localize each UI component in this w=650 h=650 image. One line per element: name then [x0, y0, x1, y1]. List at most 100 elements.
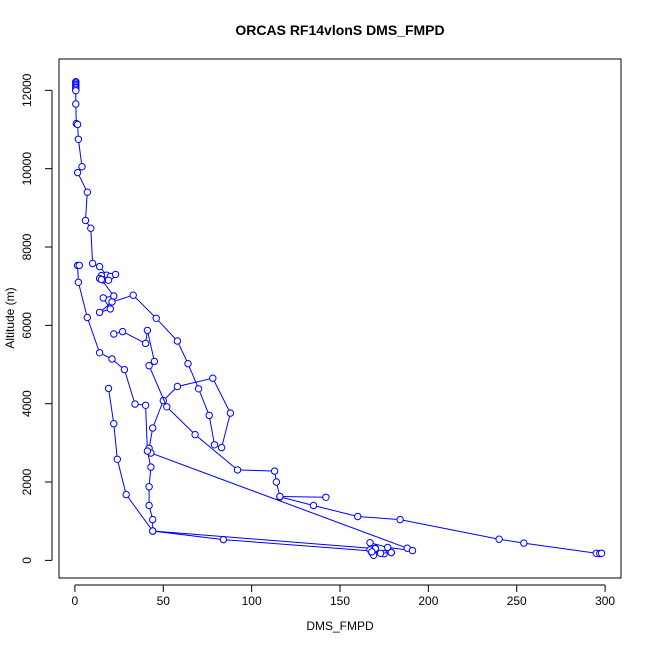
data-point — [113, 455, 122, 463]
data-series-4 — [276, 492, 330, 501]
data-point — [149, 527, 157, 535]
data-point — [209, 374, 217, 382]
data-point — [396, 515, 404, 524]
data-point — [88, 259, 97, 268]
data-point — [145, 362, 153, 370]
data-point — [163, 403, 171, 411]
y-axis: 0 2000 4000 6000 8000 10000 12000 — [20, 73, 53, 564]
data-point — [120, 365, 129, 374]
data-point — [387, 548, 395, 557]
data-point — [110, 330, 118, 338]
data-point — [226, 409, 235, 417]
data-point — [184, 360, 192, 368]
plot-frame — [58, 58, 622, 579]
data-point — [74, 278, 83, 286]
data-point — [366, 539, 374, 547]
x-tick-label: 150 — [330, 594, 350, 608]
data-point — [145, 501, 153, 510]
data-point — [143, 447, 152, 455]
data-point — [495, 535, 503, 543]
x-tick-label: 100 — [242, 594, 262, 608]
y-tick-label: 0 — [20, 557, 34, 564]
data-point — [384, 543, 392, 552]
x-axis-label: DMS_FMPD — [306, 619, 374, 633]
data-point — [83, 188, 92, 196]
data-point — [99, 294, 107, 302]
data-point — [75, 261, 84, 270]
series-line — [279, 496, 326, 498]
data-point — [376, 549, 385, 557]
x-tick-label: 0 — [72, 594, 79, 608]
data-point — [129, 291, 137, 299]
data-series-3 — [104, 384, 395, 557]
data-point — [141, 401, 150, 409]
data-point — [368, 548, 376, 556]
data-point — [272, 478, 281, 486]
series-line — [108, 388, 392, 554]
data-point — [73, 120, 82, 129]
data-point — [205, 411, 213, 420]
data-point — [173, 382, 182, 391]
data-point — [173, 337, 182, 345]
data-point — [74, 135, 83, 144]
y-tick-label: 2000 — [20, 468, 34, 495]
data-point — [118, 327, 127, 336]
data-point — [141, 339, 150, 348]
data-series-1 — [72, 78, 417, 559]
data-point — [520, 539, 528, 547]
data-point — [111, 270, 120, 279]
y-tick-label: 4000 — [20, 390, 34, 417]
data-point — [191, 430, 199, 439]
y-tick-label: 12000 — [20, 73, 34, 107]
data-point — [106, 305, 115, 313]
data-point — [95, 262, 104, 271]
data-point — [276, 492, 284, 501]
x-tick-label: 200 — [418, 594, 438, 608]
data-point — [104, 384, 113, 393]
x-tick-label: 250 — [507, 594, 527, 608]
data-point — [97, 275, 106, 284]
data-point — [217, 443, 226, 452]
data-point — [81, 216, 90, 225]
data-point — [143, 326, 152, 335]
y-tick-label: 6000 — [20, 312, 34, 339]
y-tick-label: 8000 — [20, 233, 34, 260]
y-axis-label: Altitude (m) — [3, 287, 17, 348]
x-tick-label: 50 — [157, 594, 171, 608]
plot-series — [72, 78, 606, 559]
data-point — [95, 349, 104, 357]
data-point — [194, 385, 203, 393]
x-axis: 0 50 100 150 200 250 300 — [72, 584, 615, 608]
data-point — [270, 467, 279, 475]
data-point — [210, 441, 219, 449]
data-point — [87, 224, 95, 232]
data-point — [322, 493, 330, 501]
y-tick-label: 10000 — [20, 152, 34, 186]
chart-title: ORCAS RF14vlonS DMS_FMPD — [235, 22, 444, 38]
data-point — [122, 490, 130, 499]
data-point — [152, 314, 160, 322]
series-line — [113, 330, 602, 555]
data-point — [110, 420, 118, 428]
data-point — [597, 549, 606, 557]
data-point — [147, 463, 155, 471]
data-point — [149, 424, 157, 432]
data-point — [78, 163, 86, 171]
data-point — [108, 298, 116, 306]
data-point — [309, 501, 318, 510]
data-point — [72, 100, 80, 108]
data-point — [233, 466, 242, 474]
data-point — [219, 535, 228, 544]
data-point — [408, 546, 417, 555]
data-point — [72, 87, 80, 95]
data-point — [73, 168, 82, 177]
data-point — [131, 400, 139, 408]
data-point — [83, 313, 92, 322]
data-point — [108, 355, 116, 363]
data-point — [354, 512, 362, 521]
x-tick-label: 300 — [595, 594, 615, 608]
data-point — [150, 357, 159, 366]
data-point — [145, 483, 153, 491]
